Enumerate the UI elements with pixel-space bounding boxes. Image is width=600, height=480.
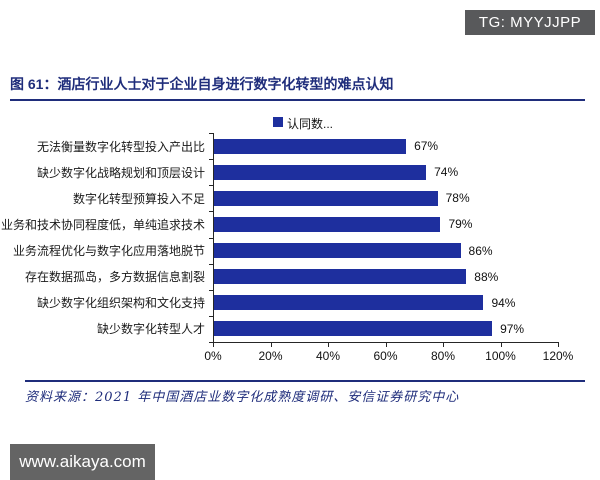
y-tick-mark [209, 159, 213, 161]
x-tick-mark [500, 343, 502, 347]
bar [214, 321, 493, 337]
bar [214, 295, 484, 311]
tg-badge: TG: MYYJJPP [465, 10, 595, 35]
x-tick-mark [385, 343, 387, 347]
x-tick-mark [213, 343, 214, 347]
y-axis-ticks [209, 133, 213, 343]
category-labels: 无法衡量数字化转型投入产出比 缺少数字化战略规划和顶层设计数字化转型预算投入不足业… [0, 133, 205, 342]
x-tick-mark [328, 343, 329, 347]
legend-label: 认同数... [287, 117, 334, 131]
chart-legend: 认同数... [273, 115, 333, 132]
category-label: 数字化转型预算投入不足 [72, 191, 205, 206]
category-label: 缺少数字化战略规划和顶层设计 [36, 165, 205, 180]
x-tick-label: 0% [204, 349, 222, 363]
y-tick-mark [209, 263, 213, 265]
bar-row: 79% [214, 211, 558, 237]
value-label: 86% [468, 243, 493, 258]
bar [214, 164, 427, 180]
bar-rows: 67% 74% 78% 79% 86% 88% 94% 97% [214, 133, 558, 342]
x-tick-mark [558, 343, 559, 347]
category-label: 业务流程优化与数字化应用落地脱节 [12, 244, 205, 259]
category-label: 业务和技术协同程度低，单纯追求技术 [0, 217, 205, 232]
legend-swatch [273, 117, 283, 127]
x-tick-label: 120% [542, 349, 574, 363]
plot-area [213, 133, 559, 343]
source-text: 资料来源：2021 年中国酒店业数字化成熟度调研、安信证券研究中心 [25, 390, 460, 405]
bar-row: 97% [214, 316, 558, 342]
x-tick-label: 20% [258, 349, 283, 363]
watermark-url: www.aikaya.com [10, 444, 155, 480]
bar-row: 74% [214, 159, 558, 185]
x-tick-label: 80% [430, 349, 456, 363]
bar [214, 216, 441, 232]
x-tick-label: 60% [373, 349, 398, 363]
bar-row: 86% [214, 238, 558, 264]
bar-row: 67% [214, 133, 558, 159]
category-label: 缺少数字化组织架构和文化支持 [36, 296, 205, 311]
bar [214, 269, 467, 285]
y-tick-mark [209, 133, 213, 134]
y-tick-mark [209, 237, 213, 239]
value-label: 78% [445, 191, 470, 206]
category-label: 存在数据孤岛，多方数据信息割裂 [24, 270, 205, 285]
category-label: 无法衡量数字化转型投入产出比 [36, 139, 205, 154]
bar-row: 88% [214, 264, 558, 290]
value-label: 97% [500, 321, 525, 336]
bar-row: 94% [214, 290, 558, 316]
bar [214, 190, 438, 206]
bar [214, 243, 461, 259]
y-tick-mark [209, 185, 213, 187]
y-tick-mark [209, 342, 213, 343]
y-tick-mark [209, 315, 213, 317]
value-label: 67% [414, 139, 439, 154]
value-label: 88% [474, 269, 499, 284]
x-tick-label: 100% [485, 349, 516, 363]
bar [214, 138, 407, 154]
bar-row: 78% [214, 185, 558, 211]
value-label: 74% [434, 165, 459, 180]
category-label: 缺少数字化转型人才 [96, 322, 205, 337]
value-label: 79% [448, 217, 473, 232]
x-axis: 0% 20% 40% 60% 80% 100% 120% [204, 343, 573, 365]
x-tick-label: 40% [315, 349, 341, 363]
y-tick-mark [209, 211, 213, 213]
y-tick-mark [209, 289, 213, 291]
x-tick-mark [270, 343, 272, 347]
figure-title: 图 61：酒店行业人士对于企业自身进行数字化转型的难点认知 [10, 74, 585, 101]
value-label: 94% [491, 295, 516, 310]
x-tick-mark [443, 343, 444, 347]
source-divider [25, 380, 585, 382]
